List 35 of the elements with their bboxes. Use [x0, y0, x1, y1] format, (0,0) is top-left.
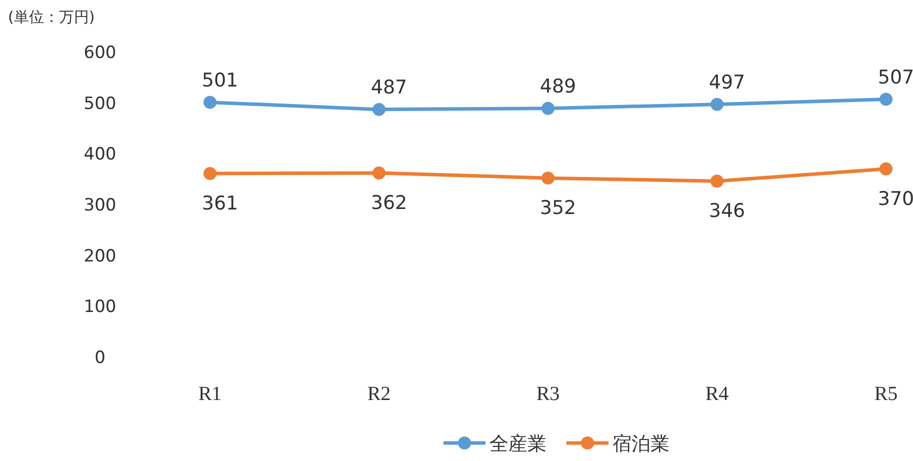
- data-label: 501: [202, 69, 238, 92]
- data-label: 362: [370, 192, 408, 214]
- point: [204, 166, 216, 180]
- y-tick-label: 0: [94, 348, 106, 368]
- y-tick-label: 400: [84, 144, 116, 165]
- y-axis-title: (単位：万円): [8, 8, 95, 26]
- point: [880, 92, 892, 106]
- point: [710, 98, 724, 111]
- x-tick-label: R4: [705, 383, 729, 405]
- point: [372, 166, 386, 180]
- legend-label: 全産業: [490, 433, 546, 455]
- data-label: 346: [708, 200, 746, 222]
- y-tick-label: 500: [84, 94, 116, 114]
- y-tick-label: 100: [84, 297, 116, 318]
- data-label: 361: [202, 192, 238, 214]
- y-tick-label: 200: [84, 246, 116, 266]
- data-label: 497: [708, 71, 746, 94]
- data-label: 489: [540, 75, 576, 98]
- x-tick-label: R5: [874, 383, 898, 405]
- y-tick-label: 300: [84, 196, 116, 216]
- point: [710, 174, 724, 188]
- legend-label: 宿泊業: [612, 433, 670, 455]
- point: [204, 96, 216, 109]
- point: [372, 102, 386, 116]
- point: [542, 172, 554, 185]
- x-tick-label: R1: [198, 383, 222, 405]
- data-label: 487: [370, 76, 408, 98]
- data-label: 370: [878, 188, 913, 210]
- point: [880, 162, 892, 176]
- point: [542, 102, 554, 115]
- data-label: 507: [878, 66, 913, 88]
- x-tick-label: R2: [367, 383, 391, 405]
- y-tick-label: 600: [84, 43, 116, 63]
- x-tick-label: R3: [536, 383, 560, 405]
- data-label: 352: [540, 197, 576, 220]
